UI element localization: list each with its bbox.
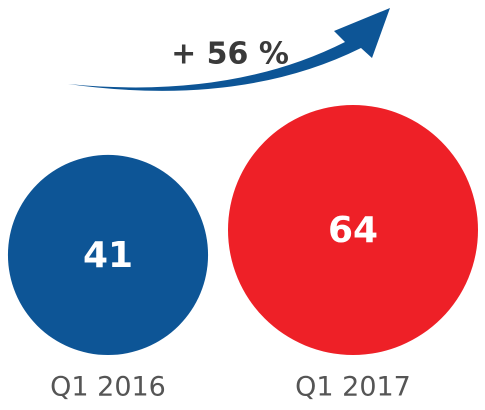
bubble [228,105,478,355]
category-label: Q1 2017 [295,372,411,403]
growth-annotation: + 56 % [171,37,289,72]
bubble [7,154,209,355]
value-label: 64 [328,210,378,251]
value-label: 41 [83,235,133,276]
category-label: Q1 2016 [50,372,166,403]
